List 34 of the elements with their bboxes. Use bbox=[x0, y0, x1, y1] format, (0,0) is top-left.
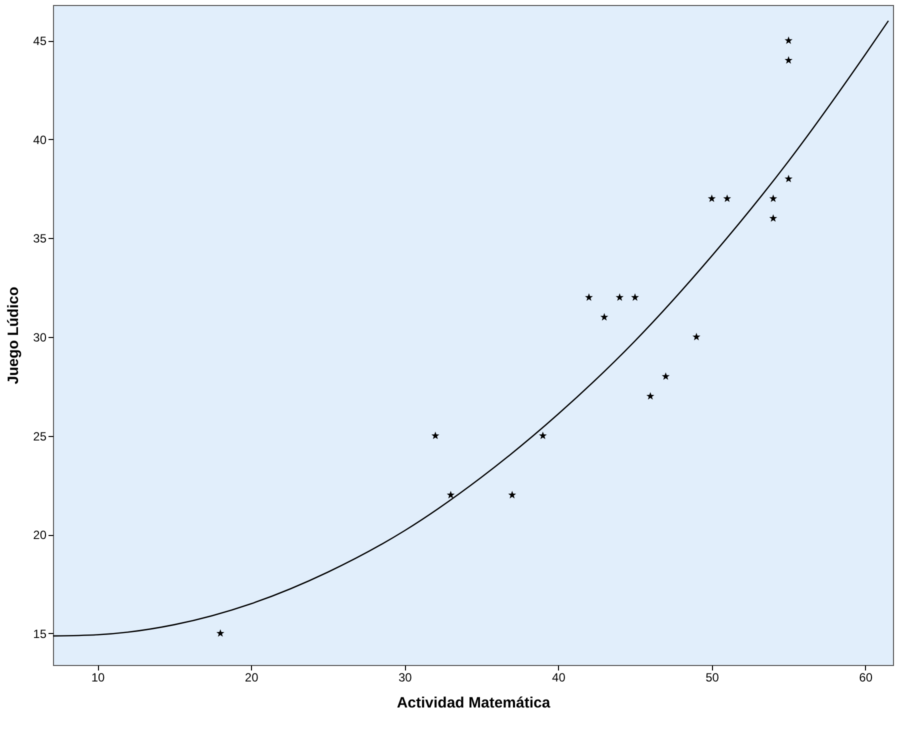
point bbox=[584, 293, 593, 301]
y-axis-title: Juego Lúdico bbox=[5, 286, 22, 384]
point bbox=[616, 293, 624, 301]
x-tick-label: 30 bbox=[398, 670, 412, 684]
point bbox=[784, 56, 793, 64]
x-tick-label: 50 bbox=[706, 670, 720, 684]
x-tick-label: 20 bbox=[244, 670, 259, 684]
x-axis-title: Actividad Matemática bbox=[396, 694, 551, 712]
point bbox=[708, 194, 716, 202]
point bbox=[216, 629, 224, 637]
point bbox=[784, 36, 793, 44]
point bbox=[662, 372, 670, 380]
point bbox=[431, 432, 440, 440]
point bbox=[508, 490, 516, 498]
point bbox=[784, 174, 793, 182]
point bbox=[646, 392, 654, 400]
y-tick-label: 25 bbox=[33, 429, 47, 444]
point bbox=[769, 214, 778, 222]
y-tick-label: 35 bbox=[33, 232, 47, 246]
x-tick-label: 40 bbox=[552, 670, 566, 684]
point bbox=[600, 313, 608, 321]
x-tick-label: 60 bbox=[859, 670, 873, 684]
point bbox=[723, 194, 732, 202]
y-tick-label: 40 bbox=[33, 132, 47, 147]
point bbox=[631, 293, 639, 301]
point bbox=[769, 194, 778, 202]
y-tick-label: 45 bbox=[33, 34, 47, 48]
y-tick-label: 15 bbox=[33, 626, 47, 641]
x-tick-label: 10 bbox=[91, 670, 106, 684]
point bbox=[446, 490, 455, 498]
point bbox=[538, 432, 547, 440]
y-tick-label: 30 bbox=[33, 330, 47, 344]
y-tick-label: 20 bbox=[33, 528, 47, 542]
point bbox=[692, 332, 700, 340]
